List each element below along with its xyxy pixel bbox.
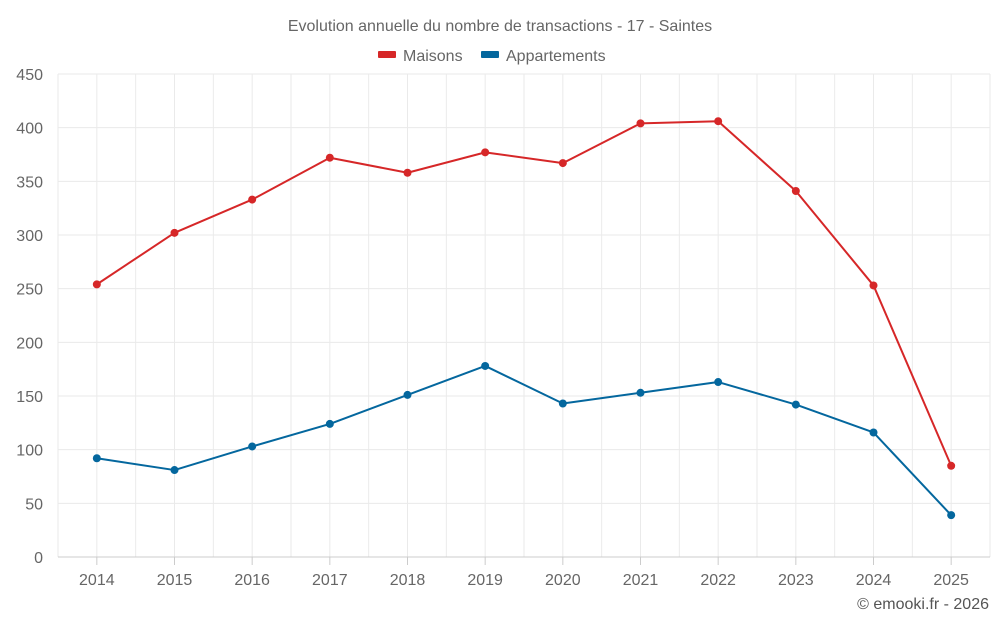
series-appartements <box>92 361 956 520</box>
data-point-maisons <box>403 168 412 177</box>
y-tick-label: 50 <box>25 496 43 513</box>
data-point-maisons <box>714 117 723 126</box>
data-point-maisons <box>636 119 645 128</box>
y-axis-labels: 0 50 100 150 200 250 300 350 400 450 <box>16 67 43 567</box>
data-point-appartements <box>481 361 490 370</box>
data-point-appartements <box>636 388 645 397</box>
legend: Maisons Appartements <box>378 48 606 65</box>
data-point-appartements <box>248 442 257 451</box>
series-layer <box>92 117 956 520</box>
y-tick-label: 0 <box>34 550 43 567</box>
legend-swatch-maisons <box>378 51 396 58</box>
x-axis-labels: 2014 2015 2016 2017 2018 2019 2020 2021 2022 2023… <box>79 572 969 589</box>
y-tick-label: 350 <box>16 174 43 191</box>
data-point-appartements <box>869 428 878 437</box>
legend-swatch-appartements <box>481 51 499 58</box>
x-tick-label: 2019 <box>467 572 503 589</box>
x-tick-label: 2016 <box>234 572 270 589</box>
data-point-maisons <box>481 148 490 157</box>
legend-label-appartements: Appartements <box>506 48 606 65</box>
x-tick-label: 2018 <box>390 572 426 589</box>
x-axis <box>58 556 990 565</box>
data-point-maisons <box>248 195 257 204</box>
data-point-maisons <box>869 281 878 290</box>
data-point-maisons <box>170 228 179 237</box>
legend-label-maisons: Maisons <box>403 48 463 65</box>
data-point-appartements <box>325 419 334 428</box>
data-point-maisons <box>947 461 956 470</box>
y-tick-label: 150 <box>16 389 43 406</box>
y-tick-label: 400 <box>16 121 43 138</box>
x-gridlines <box>57 74 991 557</box>
y-tick-label: 450 <box>16 67 43 84</box>
x-tick-label: 2015 <box>157 572 193 589</box>
legend-item-appartements[interactable]: Appartements <box>481 48 606 65</box>
x-tick-label: 2014 <box>79 572 115 589</box>
series-maisons <box>92 117 956 470</box>
data-point-appartements <box>791 400 800 409</box>
data-point-appartements <box>92 454 101 463</box>
x-tick-label: 2022 <box>700 572 736 589</box>
data-point-appartements <box>170 466 179 475</box>
x-tick-label: 2021 <box>623 572 659 589</box>
data-point-appartements <box>947 511 956 520</box>
y-tick-label: 250 <box>16 282 43 299</box>
series-line-appartements <box>96 364 952 516</box>
y-tick-label: 200 <box>16 335 43 352</box>
data-point-maisons <box>791 186 800 195</box>
x-tick-label: 2023 <box>778 572 814 589</box>
x-tick-label: 2020 <box>545 572 581 589</box>
data-point-appartements <box>403 390 412 399</box>
credit-text: © emooki.fr - 2026 <box>857 596 989 613</box>
data-point-maisons <box>92 280 101 289</box>
y-tick-label: 300 <box>16 228 43 245</box>
data-point-appartements <box>558 399 567 408</box>
legend-item-maisons[interactable]: Maisons <box>378 48 463 65</box>
data-point-maisons <box>325 153 334 162</box>
data-point-appartements <box>714 378 723 387</box>
x-tick-label: 2017 <box>312 572 348 589</box>
x-tick-label: 2024 <box>856 572 892 589</box>
chart-title: Evolution annuelle du nombre de transact… <box>288 18 712 35</box>
data-point-maisons <box>558 159 567 168</box>
series-line-maisons <box>96 120 953 467</box>
y-tick-label: 100 <box>16 443 43 460</box>
x-tick-label: 2025 <box>933 572 969 589</box>
